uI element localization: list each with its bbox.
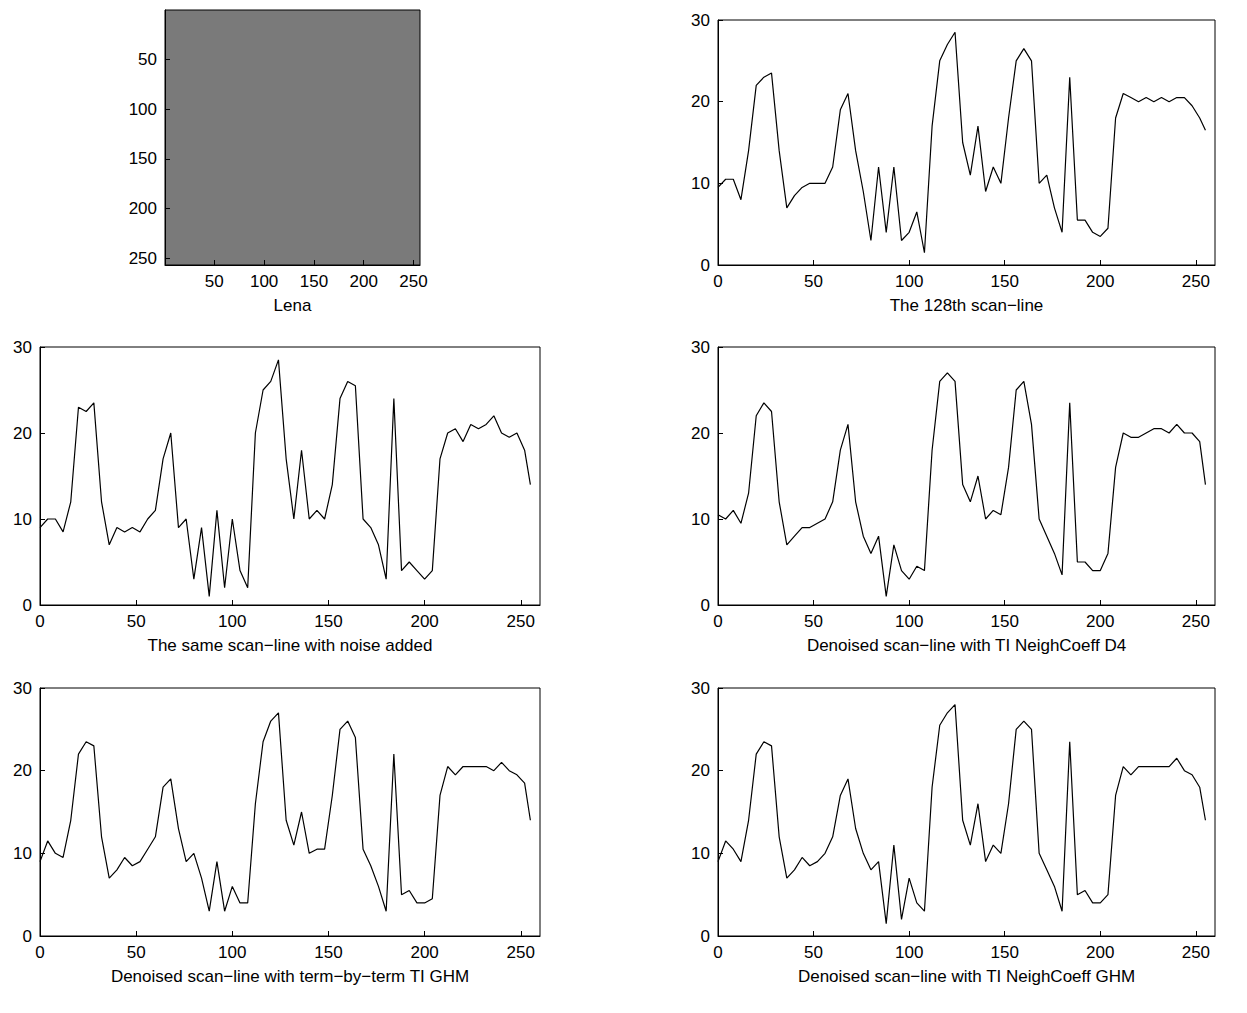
svg-text:100: 100	[895, 272, 923, 291]
svg-text:200: 200	[410, 943, 438, 962]
svg-text:0: 0	[23, 596, 32, 615]
svg-text:0: 0	[23, 927, 32, 946]
svg-text:100: 100	[218, 612, 246, 631]
svg-text:10: 10	[691, 510, 710, 529]
svg-text:200: 200	[129, 199, 157, 218]
svg-text:100: 100	[895, 612, 923, 631]
svg-text:0: 0	[713, 612, 722, 631]
svg-text:200: 200	[1086, 612, 1114, 631]
svg-text:Denoised scan−line with TI Nei: Denoised scan−line with TI NeighCoeff GH…	[798, 967, 1135, 986]
svg-text:0: 0	[35, 943, 44, 962]
svg-text:200: 200	[1086, 943, 1114, 962]
svg-text:100: 100	[250, 272, 278, 291]
svg-text:100: 100	[895, 943, 923, 962]
svg-text:10: 10	[691, 174, 710, 193]
svg-text:30: 30	[691, 679, 710, 698]
svg-text:100: 100	[129, 100, 157, 119]
svg-text:10: 10	[13, 510, 32, 529]
svg-text:30: 30	[13, 338, 32, 357]
svg-text:200: 200	[410, 612, 438, 631]
svg-text:200: 200	[350, 272, 378, 291]
svg-text:150: 150	[129, 149, 157, 168]
svg-text:250: 250	[129, 249, 157, 268]
svg-text:20: 20	[691, 761, 710, 780]
svg-text:50: 50	[138, 50, 157, 69]
svg-text:150: 150	[314, 612, 342, 631]
svg-text:150: 150	[991, 272, 1019, 291]
svg-text:150: 150	[991, 612, 1019, 631]
svg-text:Denoised scan−line with TI Nei: Denoised scan−line with TI NeighCoeff D4	[807, 636, 1126, 655]
svg-text:250: 250	[1182, 272, 1210, 291]
svg-text:20: 20	[13, 424, 32, 443]
svg-text:0: 0	[701, 256, 710, 275]
svg-text:20: 20	[691, 424, 710, 443]
svg-text:150: 150	[300, 272, 328, 291]
svg-text:The 128th scan−line: The 128th scan−line	[890, 296, 1044, 315]
svg-text:Lena: Lena	[274, 296, 312, 315]
svg-text:20: 20	[13, 761, 32, 780]
svg-text:30: 30	[691, 338, 710, 357]
svg-text:50: 50	[205, 272, 224, 291]
svg-text:250: 250	[507, 612, 535, 631]
svg-text:0: 0	[35, 612, 44, 631]
svg-text:Denoised scan−line with term−b: Denoised scan−line with term−by−term TI …	[111, 967, 469, 986]
svg-text:250: 250	[1182, 943, 1210, 962]
svg-text:200: 200	[1086, 272, 1114, 291]
svg-text:The same scan−line with noise: The same scan−line with noise added	[148, 636, 433, 655]
svg-text:50: 50	[127, 612, 146, 631]
svg-text:0: 0	[713, 272, 722, 291]
svg-text:150: 150	[314, 943, 342, 962]
svg-text:0: 0	[713, 943, 722, 962]
svg-text:100: 100	[218, 943, 246, 962]
svg-text:0: 0	[701, 927, 710, 946]
svg-text:150: 150	[991, 943, 1019, 962]
svg-text:30: 30	[13, 679, 32, 698]
svg-text:50: 50	[804, 943, 823, 962]
svg-text:0: 0	[701, 596, 710, 615]
svg-text:50: 50	[127, 943, 146, 962]
svg-text:50: 50	[804, 612, 823, 631]
svg-text:250: 250	[399, 272, 427, 291]
svg-text:10: 10	[691, 844, 710, 863]
svg-text:10: 10	[13, 844, 32, 863]
svg-text:250: 250	[507, 943, 535, 962]
svg-text:50: 50	[804, 272, 823, 291]
svg-text:30: 30	[691, 11, 710, 30]
svg-text:250: 250	[1182, 612, 1210, 631]
svg-text:20: 20	[691, 92, 710, 111]
